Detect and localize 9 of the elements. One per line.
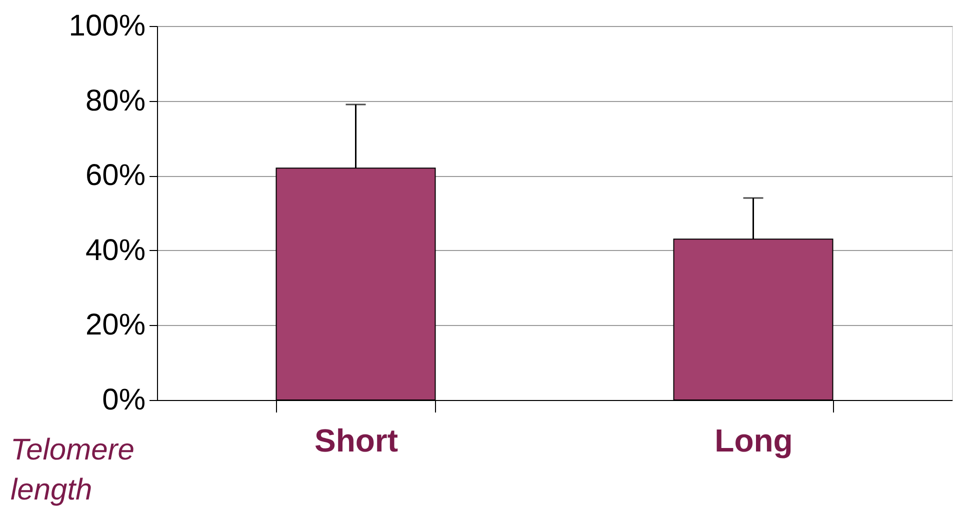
y-tick-label: 80% [85, 84, 146, 118]
y-tick-label: 40% [85, 234, 146, 267]
y-tick-label: 20% [85, 308, 146, 342]
x-tick-label: Short [314, 422, 398, 458]
x-tick-label: Long [714, 422, 793, 458]
y-tick-label: 0% [102, 384, 146, 416]
y-tick-label: 60% [85, 159, 146, 192]
y-tick-label: 100% [68, 10, 146, 42]
x-axis-title: Telomere length [10, 434, 134, 506]
